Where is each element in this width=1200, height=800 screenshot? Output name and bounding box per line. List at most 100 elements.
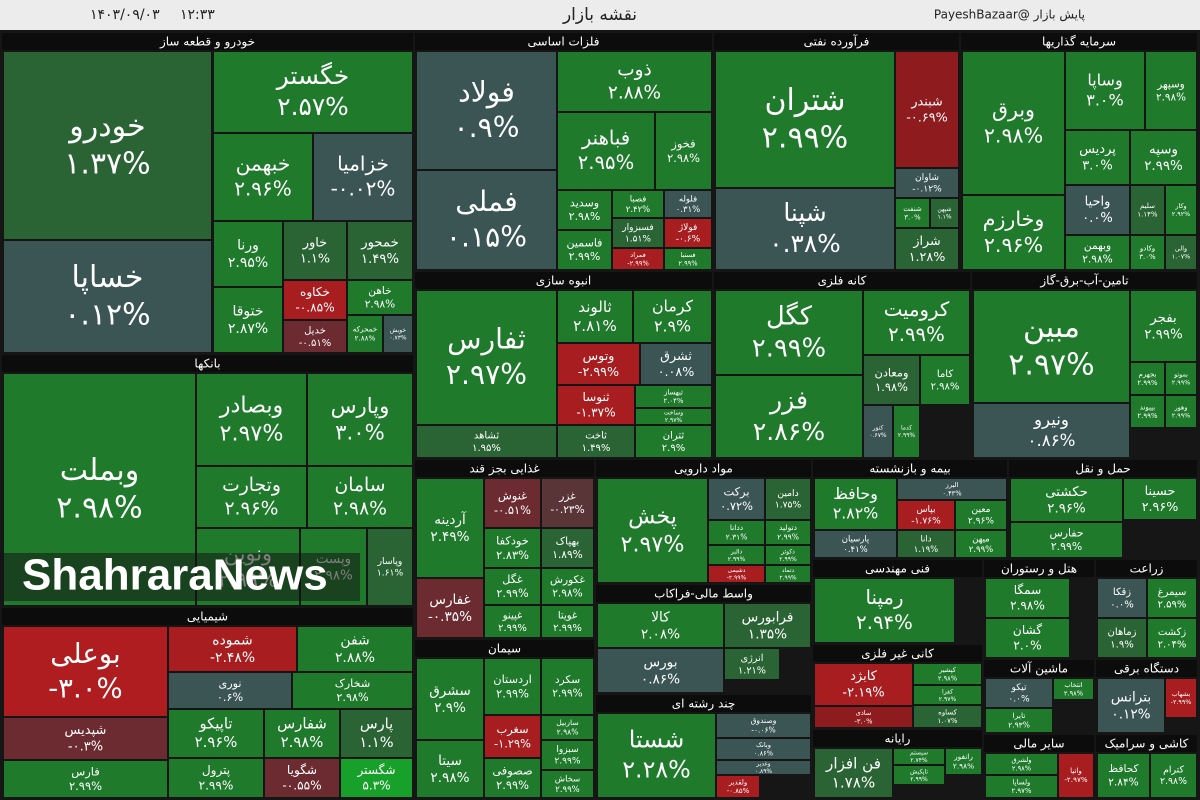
tile-name: وبهمن [1084, 240, 1111, 252]
tile-name: وبصادر [219, 393, 284, 419]
tile-name: خویش [390, 327, 406, 334]
tile-name: شاوان [915, 173, 939, 183]
tile-name: خودکفا [496, 534, 529, 549]
group-title: حمل و نقل [1075, 462, 1130, 477]
tile-name: فصبا [630, 193, 647, 203]
tile [612, 190, 664, 218]
tile-label: ۲.۹۹% [1137, 412, 1158, 420]
tile-label: ۲.۹۷% [939, 696, 957, 703]
tile-label: -۰.۲۳% [550, 504, 584, 516]
tile-name: اردستان [493, 672, 532, 687]
tile-name: ثالوند [578, 298, 612, 316]
tile-label: -۲.۹۹% [727, 574, 747, 581]
tile [3, 240, 212, 353]
group-title: ماشین آلات [1010, 661, 1068, 677]
tile-label: ۲.۹۷% [446, 358, 527, 391]
tile-name: والی [1175, 245, 1187, 253]
tile [985, 678, 1053, 708]
tile-name: ثنوسا [582, 390, 609, 405]
time: ۱۲:۳۳ [180, 7, 215, 23]
tile-label: ۲.۸۷% [228, 321, 268, 337]
tile-name: کابژد [850, 669, 878, 684]
tile [1065, 130, 1130, 185]
tile-name: سخاش [555, 773, 580, 783]
tile-name: وکار [1174, 202, 1186, 210]
tile-label: ۲.۹۳% [1008, 720, 1030, 729]
tile [716, 738, 811, 760]
tile-name: وسدید [570, 196, 599, 209]
tile-name: شپدیس [65, 723, 107, 738]
tile [213, 51, 413, 133]
tile-name: شبندر [910, 94, 942, 109]
tile-label: ۲.۹۸% [1064, 689, 1083, 697]
tile [168, 626, 297, 672]
tile [640, 343, 712, 385]
tile [955, 500, 1007, 530]
tile-label: ۲.۹۹% [777, 532, 799, 541]
tile-label: ۲.۹۲% [1172, 210, 1190, 218]
tile-name: ثشرق [660, 348, 692, 364]
tile [1130, 362, 1165, 395]
tile-label: ۱.۱% [300, 251, 330, 266]
tile [484, 568, 541, 605]
tile [3, 626, 168, 717]
group-header [813, 645, 982, 662]
group-title: خودرو و قطعه ساز [159, 35, 255, 50]
tile-label: ۲.۹۹% [888, 323, 945, 346]
tile [1065, 235, 1130, 270]
tile-name: فباهنر [581, 127, 630, 150]
tile [557, 190, 612, 230]
tile-name: خگستر [275, 61, 349, 90]
tile-label: ۲.۹۶% [1142, 499, 1179, 514]
tile-name: خاور [302, 235, 327, 250]
tile-name: خکاوه [300, 285, 330, 300]
tile-name: حفارس [1049, 526, 1083, 539]
watermark-band [0, 553, 360, 601]
tile-label: -۲.۹۹% [627, 259, 649, 267]
tile-name: کپشیر [938, 666, 957, 674]
tile-label: -۳.۰% [48, 671, 123, 704]
tile [985, 753, 1058, 775]
tile-name: حکشتی [1045, 485, 1088, 500]
tile-label: ۱.۲۱% [738, 665, 766, 676]
tile-label: -۲.۹۹% [578, 364, 619, 379]
tile-name: سبزوا [556, 745, 578, 755]
tile [1065, 185, 1130, 235]
tile [1150, 753, 1197, 798]
group-title: هتل و رستوران [1001, 562, 1077, 577]
tile-name: شموده [212, 633, 252, 649]
tile [347, 315, 383, 353]
tile-label: ۲.۹۷% [1008, 348, 1094, 383]
tile-label: ۲.۹۹% [678, 259, 697, 267]
tile [765, 520, 811, 545]
tile-name: تیکو [1011, 683, 1027, 693]
group-header [415, 272, 712, 289]
tile-label: ۲.۹۹% [496, 587, 529, 600]
tile-name: گشان [1013, 623, 1042, 637]
tile-name: ددانا [730, 523, 743, 532]
tile-label: ۱.۷۸% [832, 773, 876, 791]
tile-name: سشرق [429, 683, 471, 699]
tile [541, 658, 594, 715]
tile-label: -۰.۸۵% [295, 300, 334, 314]
tile [920, 355, 970, 405]
tile [895, 198, 930, 228]
tile-label: ۲.۹۹% [69, 779, 102, 793]
tile [655, 112, 712, 190]
tile [484, 478, 541, 528]
tile-name: دشیمی [728, 567, 746, 574]
tile-name: سغرب [496, 722, 528, 737]
tile-label: ۱.۱۹% [914, 544, 938, 554]
tile [1130, 130, 1197, 185]
tile [307, 466, 413, 528]
tile-name: فارس [71, 765, 100, 780]
tile [765, 545, 811, 565]
tile [3, 717, 168, 760]
tile-label: ۲.۷۴% [910, 757, 928, 764]
tile-name: تاپیکو [198, 716, 232, 733]
tile [1097, 753, 1150, 798]
tile-name: دانا [920, 533, 931, 543]
tile [635, 408, 712, 425]
